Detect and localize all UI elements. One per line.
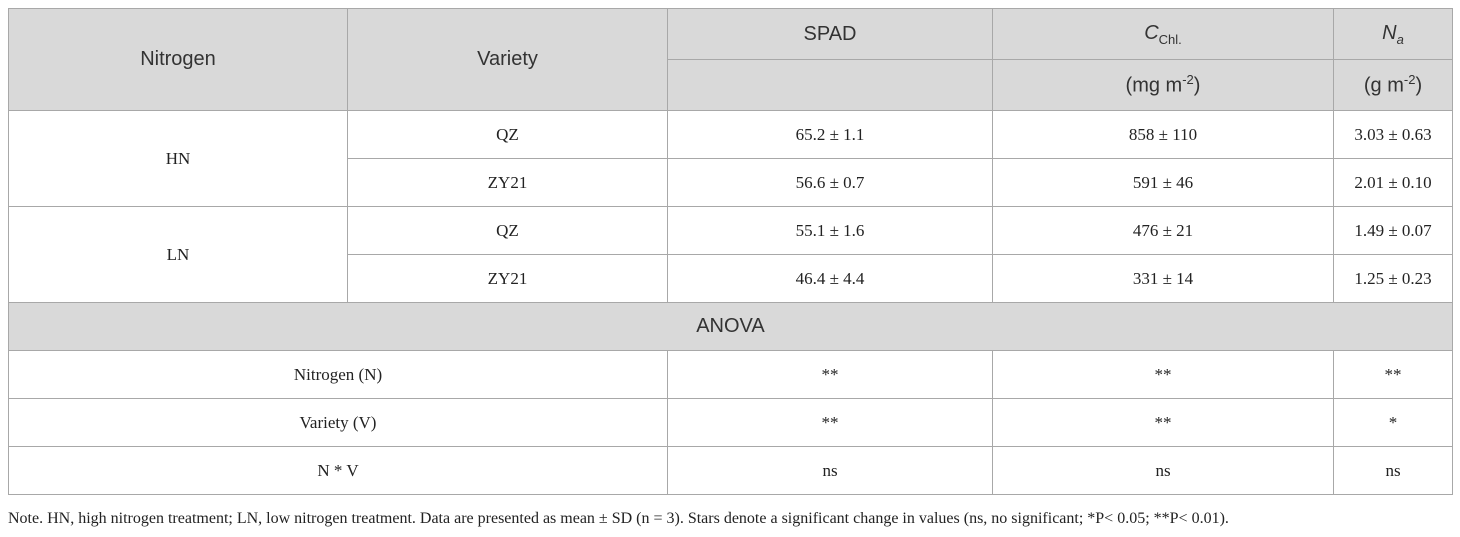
subscript: a [1397, 32, 1404, 47]
subscript: Chl. [1158, 31, 1182, 47]
cell: 56.6 ± 0.7 [667, 158, 993, 207]
symbol: C [1144, 21, 1159, 44]
cell: ** [667, 398, 993, 447]
cell: 46.4 ± 4.4 [667, 254, 993, 303]
cell: 331 ± 14 [992, 254, 1334, 303]
header-cell: SPAD [667, 8, 993, 60]
group-cell: HN [8, 110, 348, 207]
header-cell: CChl. [992, 8, 1334, 60]
cell: ns [992, 446, 1334, 495]
cell: QZ [347, 110, 668, 159]
cell: ** [992, 350, 1334, 399]
unit: ) [1193, 74, 1201, 97]
cell: 2.01 ± 0.10 [1333, 158, 1453, 207]
unit: (g m [1363, 74, 1404, 97]
symbol: N [1382, 21, 1397, 44]
cell: ** [667, 350, 993, 399]
unit-exp: -2 [1403, 72, 1416, 88]
data-row: LN QZ 55.1 ± 1.6 476 ± 21 1.49 ± 0.07 [8, 206, 1453, 303]
cell: 55.1 ± 1.6 [667, 206, 993, 255]
row-label: Variety (V) [8, 398, 668, 447]
data-row: Variety (V) ** ** * [8, 398, 1453, 447]
header-cell: (g m-2) [1333, 59, 1453, 111]
header-cell: Na [1333, 8, 1453, 60]
header-cell: (mg m-2) [992, 59, 1334, 111]
anova-title: ANOVA [8, 302, 1453, 351]
cell: ns [1333, 446, 1453, 495]
cell: ZY21 [347, 254, 668, 303]
cell: 1.25 ± 0.23 [1333, 254, 1453, 303]
data-row: Nitrogen (N) ** ** ** [8, 350, 1453, 399]
cell: 3.03 ± 0.63 [1333, 110, 1453, 159]
cell: ns [667, 446, 993, 495]
header-cell [667, 59, 993, 111]
cell: 476 ± 21 [992, 206, 1334, 255]
unit-exp: -2 [1182, 72, 1194, 88]
subscript-text: a [1396, 31, 1404, 47]
cell: * [1333, 398, 1453, 447]
cell: 858 ± 110 [992, 110, 1334, 159]
data-table: Nitrogen Variety SPAD CChl. Na (mg m-2) … [8, 8, 1453, 495]
row-label: N * V [8, 446, 668, 495]
data-row: HN QZ 65.2 ± 1.1 858 ± 110 3.03 ± 0.63 [8, 110, 1453, 207]
unit: (mg m [1125, 74, 1183, 97]
data-row: ZY21 56.6 ± 0.7 591 ± 46 2.01 ± 0.10 [9, 158, 1453, 207]
cell: 65.2 ± 1.1 [667, 110, 993, 159]
unit: ) [1415, 74, 1423, 97]
row-label: Nitrogen (N) [8, 350, 668, 399]
cell: ** [992, 398, 1334, 447]
group-cell: LN [8, 206, 348, 303]
header-cell: Variety [347, 8, 668, 111]
cell: QZ [347, 206, 668, 255]
note: Note. HN, high nitrogen treatment; LN, l… [8, 510, 1229, 527]
table-body: HN QZ 65.2 ± 1.1 858 ± 110 3.03 ± 0.63 ZY21 56… [8, 110, 1453, 495]
anova-row: ANOVA [8, 302, 1453, 351]
data-row: ZY21 46.4 ± 4.4 331 ± 14 1.25 ± 0.23 [9, 254, 1453, 303]
cell: ** [1333, 350, 1453, 399]
cell: ZY21 [347, 158, 668, 207]
header-row: Nitrogen Variety SPAD CChl. Na [8, 8, 1453, 111]
header-cell: Nitrogen [8, 8, 348, 111]
cell: 591 ± 46 [992, 158, 1334, 207]
cell: 1.49 ± 0.07 [1333, 206, 1453, 255]
